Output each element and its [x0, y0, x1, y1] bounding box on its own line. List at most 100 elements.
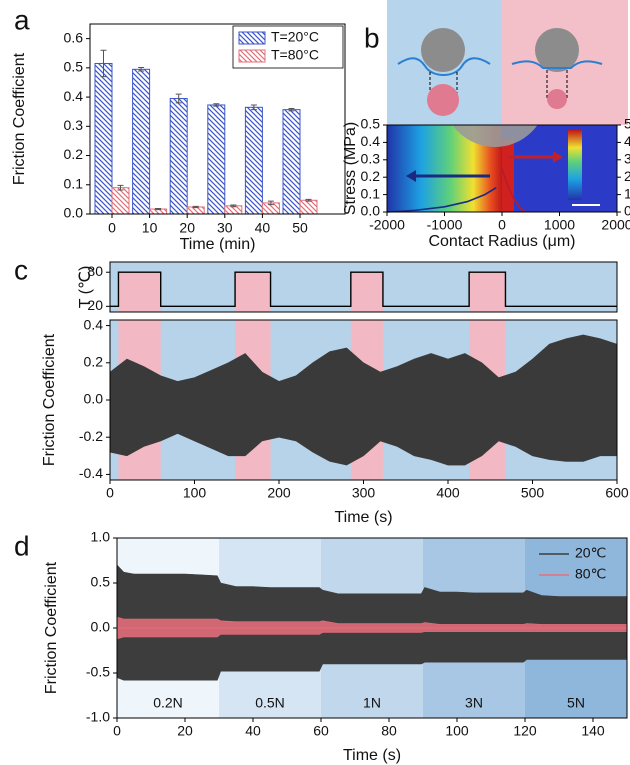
- bar: [111, 187, 130, 215]
- plot-frame: [116, 537, 628, 719]
- y-axis-title: Friction Coefficient: [43, 561, 60, 694]
- x-tick-label: -2000: [369, 217, 405, 233]
- heating-region: [118, 272, 161, 312]
- x-tick-label: 0: [498, 217, 506, 233]
- x-tick-label: 40: [255, 220, 271, 236]
- y-tick-label: 0.2: [84, 353, 104, 369]
- error-bar: [288, 107, 295, 112]
- x-tick-label: 80: [381, 723, 397, 739]
- x-tick-label: 600: [605, 485, 629, 501]
- error-bar: [267, 200, 274, 206]
- x-tick-label: 100: [445, 723, 469, 739]
- x-axis-title: Time (s): [334, 509, 392, 526]
- y-tick-label: 0.0: [361, 203, 381, 219]
- region-label: 1N: [363, 695, 381, 711]
- area-lower: [109, 399, 618, 466]
- x-tick-label: 20: [179, 220, 195, 236]
- legend-label: T=80°C: [271, 47, 319, 63]
- panel-label: c: [14, 254, 28, 285]
- y-tick-label: 0.5: [64, 59, 84, 75]
- y2-tick-label: 1: [624, 185, 630, 201]
- y-tick-label: 80: [87, 263, 103, 279]
- x-tick-label: 30: [217, 220, 233, 236]
- panel-label: d: [14, 530, 30, 561]
- plot-frame: [109, 319, 618, 481]
- x-tick-label: 50: [292, 220, 308, 236]
- x-axis-title: Time (min): [180, 236, 256, 253]
- heating-region: [235, 272, 271, 312]
- x-tick-label: -1000: [427, 217, 463, 233]
- legend-label: T=20°C: [271, 29, 319, 45]
- heating-region: [350, 272, 383, 312]
- x-tick-label: 500: [521, 485, 545, 501]
- bar: [207, 104, 226, 215]
- x-tick-label: 40: [245, 723, 261, 739]
- x-tick-label: 60: [313, 723, 329, 739]
- x-tick-label: 0: [108, 220, 116, 236]
- x-tick-label: 10: [142, 220, 158, 236]
- y2-tick-label: 0: [624, 203, 630, 219]
- x-tick-label: 1000: [544, 217, 575, 233]
- illustration: [387, 0, 628, 125]
- line: [386, 186, 497, 213]
- x-tick-label: 120: [513, 723, 537, 739]
- error-bar: [213, 103, 220, 107]
- y-tick-label: 0.3: [64, 117, 84, 133]
- y-tick-label: 20: [87, 297, 103, 313]
- error-bar: [250, 104, 257, 111]
- y-tick-label: 0.4: [84, 316, 104, 332]
- y-axis-title: T (℃): [77, 266, 94, 309]
- y-tick-label: -1.0: [86, 709, 110, 725]
- x-axis-title: Time (s): [343, 747, 401, 764]
- y-tick-label: -0.5: [86, 664, 110, 680]
- panel-label: b: [364, 22, 380, 53]
- area-upper: [109, 334, 618, 401]
- y-tick-label: 0.2: [64, 146, 84, 162]
- x-tick-label: 2000: [601, 217, 630, 233]
- region-label: 0.5N: [255, 695, 285, 711]
- error-bar: [305, 198, 312, 202]
- error-bar: [155, 207, 162, 211]
- y-tick-label: 0.1: [64, 175, 84, 191]
- area-lower: [116, 627, 628, 640]
- y-tick-label: 0.5: [361, 116, 381, 132]
- y-tick-label: 0.4: [361, 133, 381, 149]
- y-tick-label: 0.5: [91, 574, 111, 590]
- y-tick-label: -0.4: [79, 465, 103, 481]
- y-tick-label: 0.0: [84, 391, 104, 407]
- x-tick-label: 100: [183, 485, 207, 501]
- plot-frame: [89, 23, 346, 215]
- error-bar: [117, 184, 124, 191]
- y-axis-title: Friction Coefficient: [41, 333, 58, 466]
- region-label: 3N: [465, 695, 483, 711]
- heating-region: [469, 272, 506, 312]
- y-tick-label: 0.3: [361, 151, 381, 167]
- y-tick-label: 0.4: [64, 88, 84, 104]
- legend-swatch: [238, 49, 266, 63]
- error-bar: [175, 93, 182, 104]
- error-bar: [230, 204, 237, 208]
- x-tick-label: 0: [113, 723, 121, 739]
- y-tick-label: -0.2: [79, 428, 103, 444]
- y2-tick-label: 5: [624, 116, 630, 132]
- region-label: 5N: [567, 695, 585, 711]
- error-bar: [192, 205, 199, 209]
- y-axis-title: Friction Coefficient: [11, 52, 28, 185]
- bar: [299, 199, 318, 215]
- x-tick-label: 20: [177, 723, 193, 739]
- y-axis-title: Stress (MPa): [342, 122, 359, 215]
- error-bar: [100, 49, 107, 78]
- y-tick-label: 0.1: [361, 185, 381, 201]
- y-tick-label: 0.0: [64, 205, 84, 221]
- x-tick-label: 200: [267, 485, 291, 501]
- error-bar: [138, 67, 145, 72]
- y2-tick-label: 4: [624, 133, 630, 149]
- area-upper: [116, 616, 628, 629]
- bar: [169, 98, 188, 215]
- y-tick-label: 0.2: [361, 168, 381, 184]
- legend-swatch: [238, 31, 266, 45]
- line: [501, 168, 526, 213]
- bar: [282, 109, 301, 215]
- x-axis-title: Contact Radius (μm): [428, 233, 575, 250]
